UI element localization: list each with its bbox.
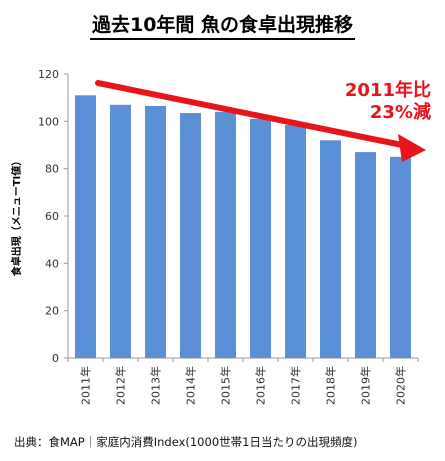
x-tick-label: 2019年 [359,366,373,405]
bar-2020年 [390,156,411,358]
bar-2015年 [215,111,236,358]
annotation-line2: 23%減 [369,102,431,123]
y-tick-label: 20 [45,305,59,318]
bar-2013年 [145,105,166,358]
bar-2016年 [250,118,271,358]
x-tick-label: 2015年 [219,366,233,405]
chart-title: 過去10年間 魚の食卓出現推移 [0,10,445,40]
x-tick-label: 2018年 [324,366,338,405]
x-tick-label: 2011年 [79,366,93,405]
bars [75,95,411,359]
y-tick-label: 120 [38,68,59,81]
trend-arrow-shaft [95,80,415,150]
bar-2011年 [75,95,96,359]
bar-2012年 [110,104,131,359]
bar-2014年 [180,113,201,358]
trend-arrow-head [398,134,426,162]
chart-title-text: 過去10年間 魚の食卓出現推移 [89,14,356,40]
y-axis-label: 食卓出現（メニューTI値） [10,156,23,278]
x-tick-label: 2020年 [394,366,408,405]
y-tick-label: 0 [52,352,59,365]
y-tick-label: 100 [38,115,59,128]
bar-2018年 [320,140,341,358]
x-tick-label: 2016年 [254,366,268,405]
y-tick-label: 60 [45,210,59,223]
y-tick-label: 80 [45,163,59,176]
trend-arrow [95,80,426,162]
bar-2019年 [355,152,376,358]
x-tick-label: 2013年 [149,366,163,405]
x-tick-label: 2014年 [184,366,198,405]
bar-2017年 [285,124,306,358]
source-footer: 出典：食MAP｜家庭内消費Index(1000世帯1日当たりの出現頻度) [14,435,358,449]
x-tick-label: 2017年 [289,366,303,405]
decline-annotation: 2011年比 23%減 [345,80,431,124]
x-tick-label: 2012年 [114,366,128,405]
annotation-line1: 2011年比 [344,80,431,101]
axes: 0 20 40 60 80 100 120 食卓出現（メニューTI値） 2011年 2012年 20… [10,68,419,405]
y-tick-label: 40 [45,257,59,270]
